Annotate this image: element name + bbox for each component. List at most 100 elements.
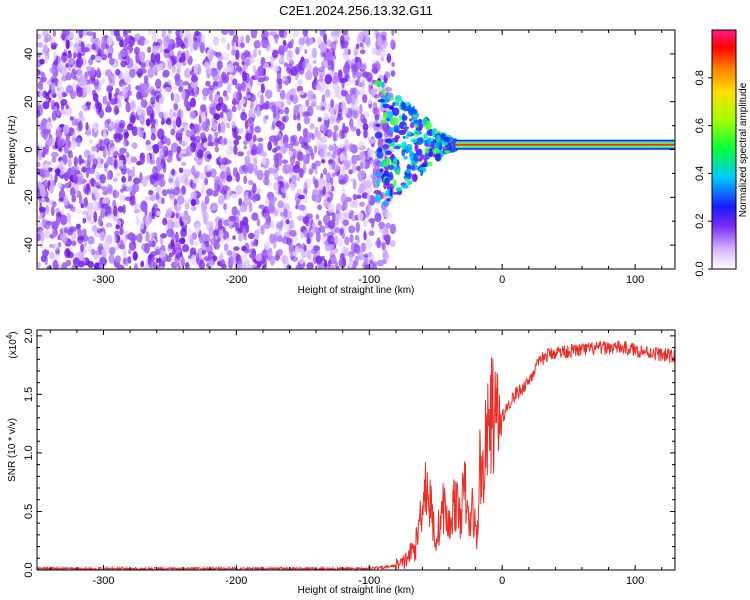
spectrogram-cell (362, 94, 368, 104)
spectrogram-cell (289, 88, 297, 96)
spectrogram-cell (236, 228, 243, 235)
spectrogram-cell (218, 218, 223, 231)
spectrogram-cell (333, 124, 339, 132)
spectrogram-burst-cell (380, 119, 389, 124)
spectrogram-cell (288, 219, 295, 230)
spectrogram-cell (168, 149, 173, 157)
spectrogram-burst-cell (414, 130, 421, 135)
spectrogram-cell (80, 243, 84, 253)
spectrogram-cell (117, 239, 124, 249)
spectrogram-cell (359, 103, 363, 115)
spectrogram-cell (115, 224, 120, 230)
spectrogram-cell (112, 177, 118, 183)
spectrogram-cell (180, 43, 186, 50)
spectrogram-burst-cell (409, 122, 415, 129)
snr-x-tick-label: 0 (499, 575, 505, 587)
spectrogram-cell (245, 223, 250, 234)
spectrogram-cell (257, 127, 262, 133)
spectrogram-cell (63, 30, 71, 36)
spectrogram-cell (315, 194, 320, 204)
spectrogram-cell (114, 122, 120, 133)
spectrogram-cell (151, 240, 156, 248)
spectrogram-cell (200, 132, 206, 139)
spectrogram-cell (281, 159, 289, 164)
spectrogram-cell (88, 219, 95, 225)
spectrogram-cell (171, 168, 176, 176)
spectrogram-cell (254, 164, 258, 175)
spectrogram-x-tick-label: 0 (499, 274, 505, 286)
spectrogram-cell (275, 229, 282, 237)
spectrogram-cell (376, 259, 384, 267)
spectrogram-cell (202, 95, 207, 101)
spectrogram-cell (324, 88, 331, 98)
spectrogram-cell (325, 51, 333, 61)
snr-y-tick-label: 1.5 (23, 387, 35, 402)
spectrogram-cell (328, 220, 335, 230)
spectrogram-cell (140, 260, 145, 268)
spectrogram-cell (238, 197, 243, 207)
spectrogram-burst-cell (381, 81, 385, 89)
spectrogram-cell (306, 238, 311, 244)
spectrogram-cell (148, 189, 154, 196)
spectrogram-cell (360, 113, 366, 123)
spectrogram-cell (344, 211, 350, 218)
spectrogram-cell (157, 170, 162, 182)
spectrogram-cell (232, 167, 238, 177)
spectrogram-cell (355, 221, 361, 233)
spectrogram-cell (115, 172, 121, 177)
spectrogram-cell (233, 246, 240, 251)
spectrogram-cell (264, 196, 269, 205)
spectrogram-cell (170, 243, 175, 250)
spectrogram-cell (279, 89, 286, 100)
spectrogram-cell (51, 228, 57, 239)
spectrogram-cell (263, 176, 270, 186)
colorbar-tick-label: 0.8 (694, 70, 706, 85)
spectrogram-cell (238, 165, 246, 175)
spectrogram-burst-cell (431, 129, 436, 138)
spectrogram-cell (339, 152, 345, 162)
spectrogram-cell (148, 259, 156, 269)
spectrogram-cell (161, 189, 168, 197)
spectrogram-cell (358, 255, 366, 261)
spectrogram-cell (297, 151, 304, 162)
spectrogram-cell (283, 208, 288, 219)
spectrogram-cell (106, 85, 112, 93)
spectrogram-cell (310, 101, 317, 108)
spectrogram-cell (209, 168, 217, 178)
spectrogram-cell (322, 167, 328, 176)
spectrogram-cell (45, 204, 50, 215)
spectrogram-cell (92, 158, 98, 168)
spectrogram-cell (228, 215, 236, 222)
spectrogram-cell (85, 101, 92, 107)
spectrogram-cell (159, 236, 164, 246)
spectrogram-burst-cell (374, 172, 382, 177)
spectrogram-burst-cell (435, 134, 441, 144)
spectrogram-cell (192, 178, 200, 184)
spectrogram-cell (390, 70, 396, 77)
spectrogram-cell (55, 214, 61, 226)
spectrogram-cell (102, 95, 108, 105)
spectrogram-cell (359, 49, 366, 55)
spectrogram-burst-cell (382, 144, 390, 150)
spectrogram-cell (124, 38, 131, 43)
spectrogram-cell (355, 165, 361, 172)
spectrogram-cell (350, 94, 356, 106)
spectrogram-cell (285, 219, 290, 225)
spectrogram-cell (257, 142, 264, 152)
spectrogram-cell (66, 212, 71, 223)
spectrogram-cell (283, 62, 288, 67)
spectrogram-cell (154, 78, 162, 89)
spectrogram-cell (104, 204, 112, 215)
spectrogram-cell (152, 65, 157, 73)
spectrogram-cell (140, 63, 146, 70)
spectrogram-cell (240, 35, 245, 43)
spectrogram-cell (200, 112, 207, 122)
spectrogram-cell (263, 263, 267, 269)
spectrogram-burst-cell (414, 144, 419, 149)
spectrogram-cell (383, 130, 390, 139)
spectrogram-cell (301, 60, 307, 70)
spectrogram-cell (147, 46, 152, 54)
spectrogram-cell (127, 249, 132, 255)
spectrogram-cell (263, 221, 272, 230)
